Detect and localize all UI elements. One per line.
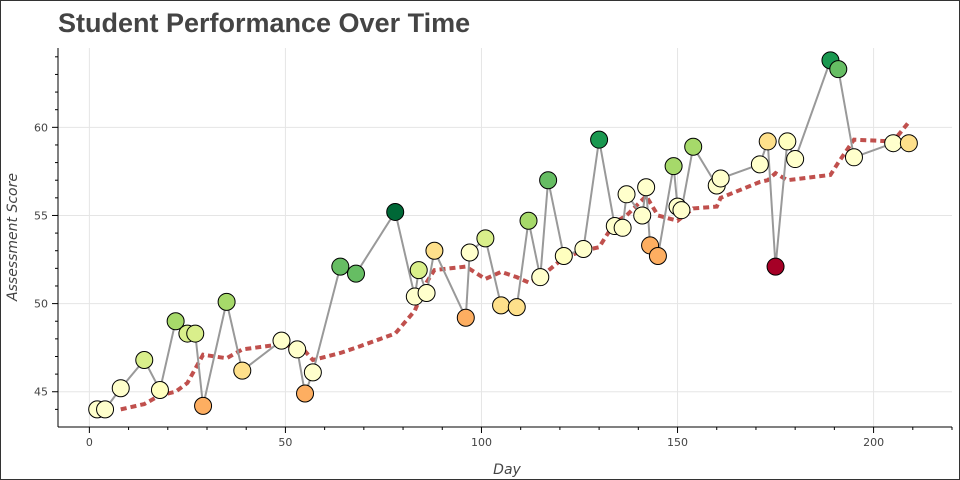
x-tick-label: 100: [471, 436, 492, 449]
score-point: [111, 379, 130, 398]
score-point: [844, 148, 863, 167]
x-tick-label: 50: [278, 436, 292, 449]
score-point: [460, 243, 479, 262]
score-point: [750, 155, 769, 174]
score-point: [758, 132, 777, 151]
score-point: [899, 134, 918, 153]
score-point: [778, 132, 797, 151]
score-point: [150, 380, 169, 399]
chart-title: Student Performance Over Time: [58, 8, 471, 38]
score-point: [519, 211, 538, 230]
score-point: [711, 169, 730, 188]
y-tick-label: 55: [34, 209, 48, 222]
score-point: [272, 331, 291, 350]
score-point: [684, 137, 703, 156]
score-point: [492, 296, 511, 315]
score-point: [539, 171, 558, 190]
score-point: [613, 218, 632, 237]
axes-layer: 0 50 100 150 200 45 50 55 60: [34, 48, 953, 449]
score-point: [590, 130, 609, 149]
score-point: [617, 185, 636, 204]
y-tick-label: 50: [34, 298, 48, 311]
score-point: [637, 178, 656, 197]
grid-layer: [58, 48, 952, 427]
score-point: [633, 206, 652, 225]
score-point: [786, 150, 805, 169]
score-point: [331, 257, 350, 276]
x-tick-label: 0: [86, 436, 93, 449]
score-point: [664, 157, 683, 176]
score-point: [766, 257, 785, 276]
score-point: [456, 308, 475, 327]
score-point: [288, 340, 307, 359]
score-point: [531, 268, 550, 287]
y-axis-label: Assessment Score: [5, 173, 21, 302]
score-point: [554, 247, 573, 266]
score-point: [672, 201, 691, 220]
score-point: [386, 202, 405, 221]
x-tick-label: 200: [863, 436, 884, 449]
x-axis-label: Day: [493, 462, 521, 478]
score-point: [194, 396, 213, 415]
score-point: [303, 363, 322, 382]
score-point: [233, 361, 252, 380]
score-point: [648, 247, 667, 266]
score-point: [409, 261, 428, 280]
marker-layer: [88, 51, 918, 419]
score-point: [347, 264, 365, 283]
score-point: [425, 241, 444, 260]
score-point: [507, 298, 526, 317]
y-tick-label: 45: [34, 386, 48, 399]
score-point: [574, 239, 593, 258]
score-point: [884, 134, 903, 153]
trend-line: [120, 120, 911, 412]
score-point: [217, 292, 236, 311]
score-point: [96, 400, 115, 419]
score-point: [135, 351, 154, 370]
score-point: [476, 229, 495, 248]
score-point: [186, 324, 205, 343]
score-point: [166, 312, 185, 331]
x-tick-label: 150: [667, 436, 688, 449]
trend-layer: [120, 120, 911, 412]
score-point: [296, 384, 315, 403]
score-point: [417, 284, 436, 303]
score-point: [829, 60, 848, 79]
y-tick-label: 60: [34, 121, 48, 134]
